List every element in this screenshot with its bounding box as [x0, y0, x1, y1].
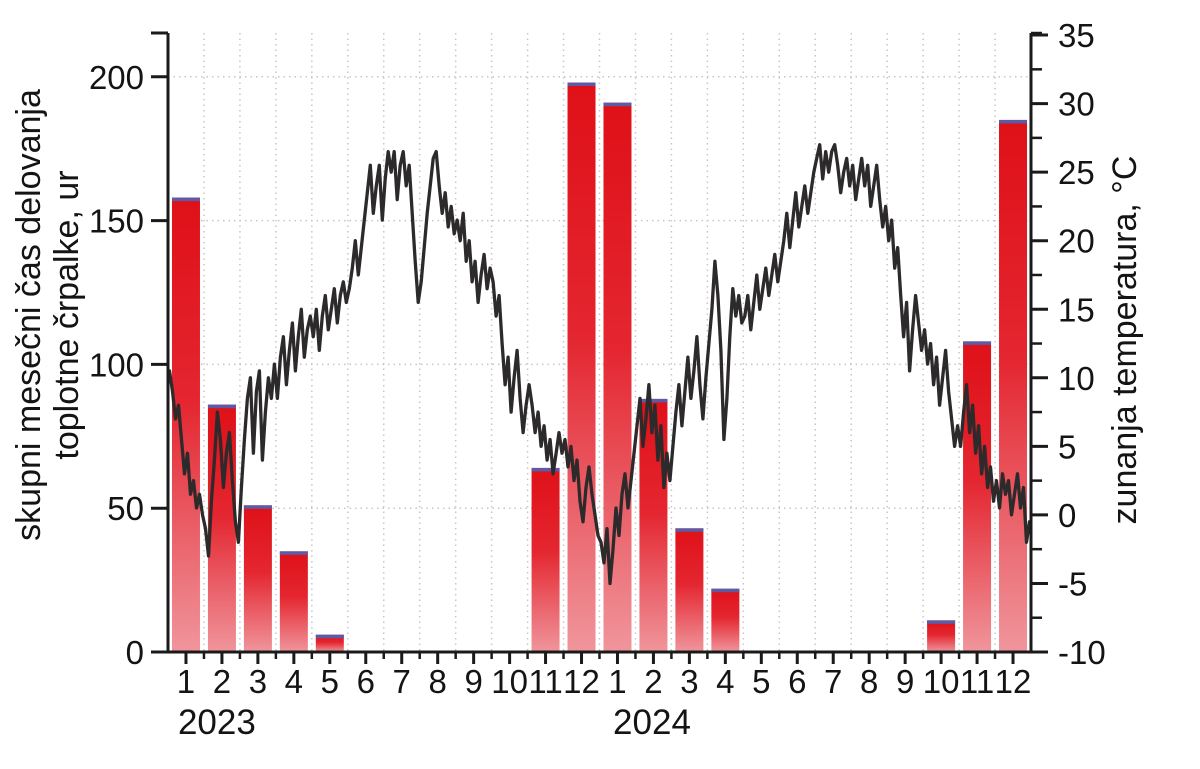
bar-2023-03	[243, 505, 272, 652]
right-tick-label--5: -5	[1058, 565, 1087, 602]
month-label-1: 1	[177, 663, 195, 700]
left-tick-label-150: 150	[89, 203, 144, 240]
bar-cap-2023-12	[567, 82, 596, 87]
month-label-3: 3	[249, 663, 267, 700]
outdoor-temperature-line	[167, 143, 1032, 586]
year-label-2024: 2024	[613, 703, 691, 742]
month-label-10: 10	[491, 663, 528, 700]
monthly-operating-hours-bars	[171, 82, 1028, 653]
right-axis-title: zunanja temperatura, °C	[1106, 156, 1144, 525]
month-label-8: 8	[429, 663, 447, 700]
tick-marks	[151, 31, 1048, 664]
month-label-21: 9	[896, 663, 914, 700]
month-label-5: 5	[321, 663, 339, 700]
bar-cap-2024-12	[999, 119, 1028, 124]
left-tick-label-200: 200	[89, 59, 144, 96]
right-tick-label-20: 20	[1058, 223, 1095, 260]
outdoor-temperature-line-group	[167, 143, 1032, 586]
bar-2023-12	[567, 82, 596, 652]
month-label-17: 5	[752, 663, 770, 700]
left-tick-label-100: 100	[89, 346, 144, 383]
bar-2023-04	[279, 551, 308, 652]
right-tick-label-5: 5	[1058, 428, 1076, 465]
bar-2024-12	[999, 119, 1028, 652]
month-label-9: 9	[464, 663, 482, 700]
right-tick-label-25: 25	[1058, 154, 1095, 191]
right-tick-label-35: 35	[1058, 17, 1095, 54]
right-tick-label-15: 15	[1058, 291, 1095, 328]
bar-cap-2024-02	[639, 398, 668, 403]
right-tick-label-0: 0	[1058, 497, 1076, 534]
bar-2023-05	[315, 634, 344, 652]
bar-2023-11	[531, 467, 560, 652]
month-label-12: 12	[563, 663, 600, 700]
bar-cap-2024-04	[711, 588, 740, 593]
bar-cap-2024-11	[963, 341, 992, 345]
bar-2024-04	[711, 588, 740, 652]
month-label-14: 2	[644, 663, 662, 700]
month-label-2: 2	[213, 663, 231, 700]
bar-cap-2023-01	[171, 197, 200, 202]
month-label-24: 12	[995, 663, 1032, 700]
month-label-7: 7	[393, 663, 411, 700]
month-label-4: 4	[285, 663, 303, 700]
bar-cap-2024-10	[927, 620, 956, 624]
month-label-18: 6	[788, 663, 806, 700]
left-axis-title-line2: toplotne črpalke, ur	[48, 170, 86, 459]
month-label-22: 10	[923, 663, 960, 700]
bar-cap-2023-11	[531, 467, 560, 472]
bar-cap-2024-01	[603, 102, 632, 107]
left-tick-label-50: 50	[107, 490, 144, 527]
bar-cap-2024-03	[675, 528, 704, 532]
month-label-15: 3	[680, 663, 698, 700]
month-label-16: 4	[716, 663, 734, 700]
month-label-20: 8	[860, 663, 878, 700]
bar-2024-10	[927, 620, 956, 652]
left-tick-label-0: 0	[126, 634, 144, 671]
month-label-23: 11	[960, 663, 994, 700]
bar-cap-2023-02	[207, 404, 236, 409]
year-label-2023: 2023	[178, 703, 256, 742]
bar-2023-01	[171, 197, 200, 653]
month-label-6: 6	[357, 663, 375, 700]
right-tick-label--10: -10	[1058, 634, 1106, 671]
right-tick-label-10: 10	[1058, 360, 1095, 397]
bar-cap-2023-03	[243, 505, 272, 509]
left-axis-title-line1: skupni mesečni čas delovanja	[10, 89, 48, 541]
bar-cap-2023-04	[279, 551, 308, 555]
month-label-13: 1	[608, 663, 626, 700]
right-tick-label-30: 30	[1058, 86, 1095, 123]
month-label-19: 7	[824, 663, 842, 700]
bar-cap-2023-05	[315, 634, 344, 639]
bar-2024-03	[675, 528, 704, 652]
month-label-11: 11	[528, 663, 562, 700]
